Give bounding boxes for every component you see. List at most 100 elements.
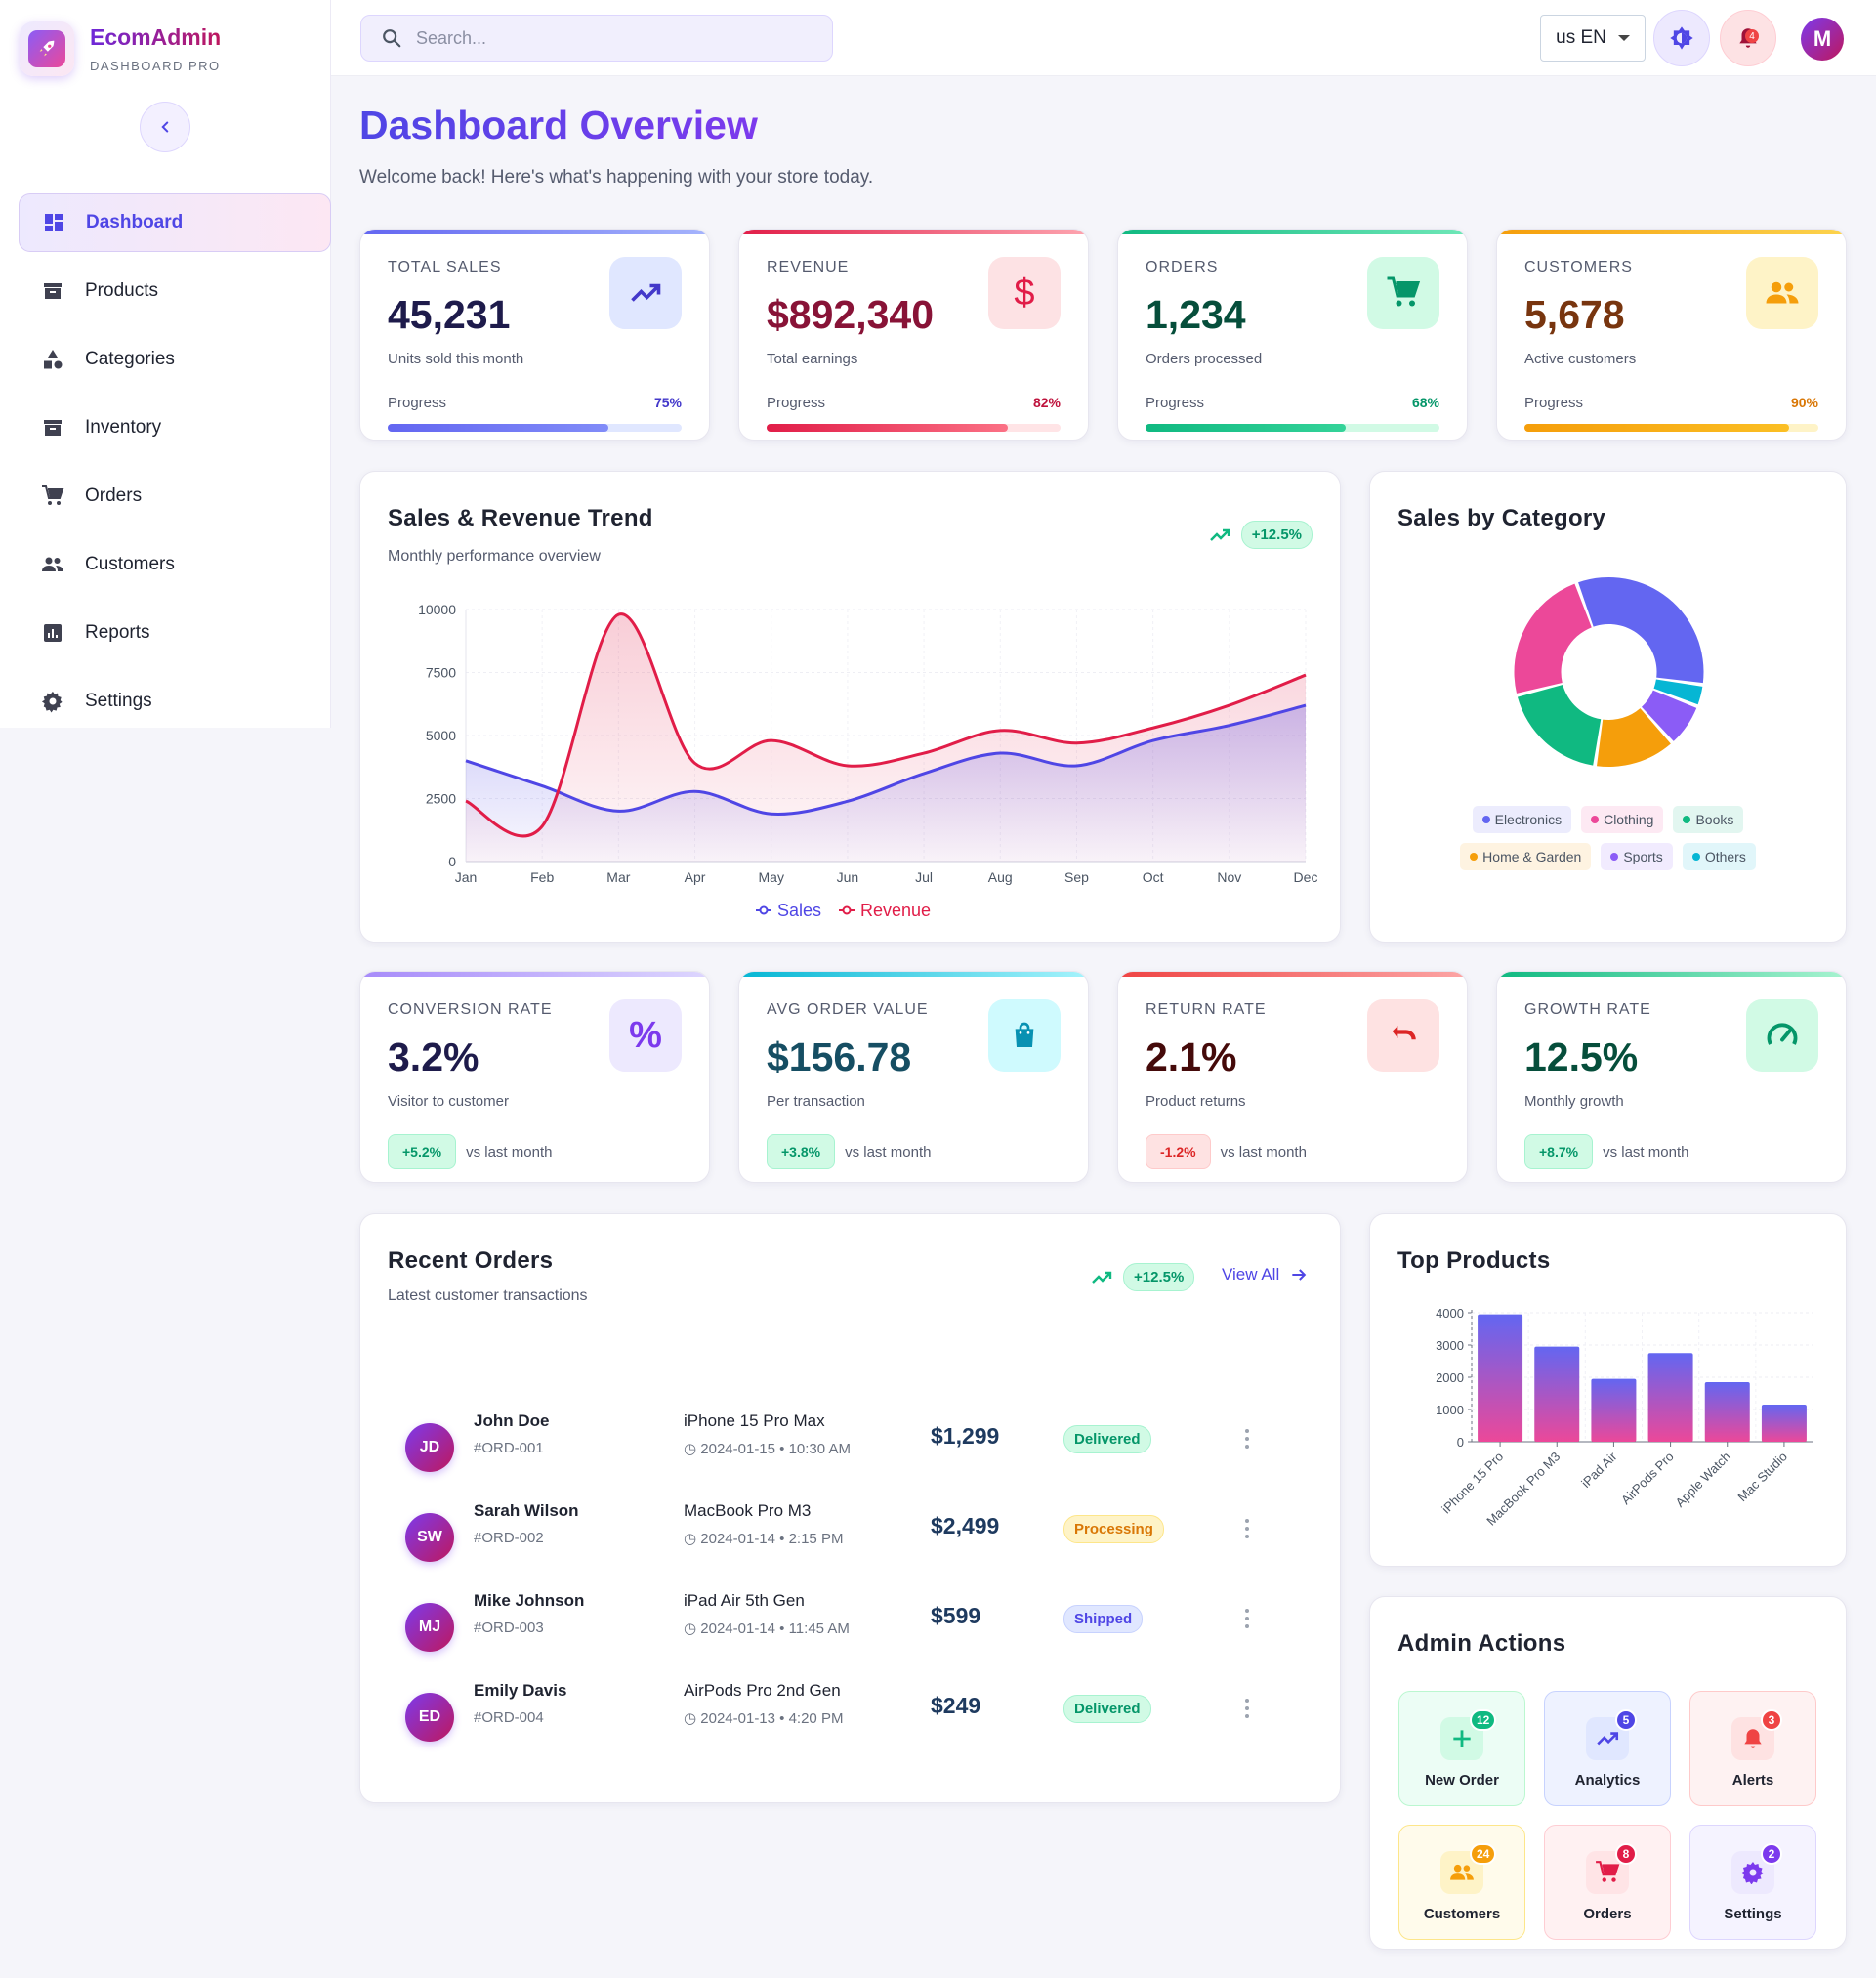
sales-revenue-trend-card: Sales & Revenue Trend Monthly performanc… bbox=[359, 471, 1341, 943]
kpi-card-return-rate[interactable]: RETURN RATE 2.1% Product returns -1.2% vs… bbox=[1117, 971, 1468, 1183]
status-badge: Shipped bbox=[1063, 1605, 1144, 1633]
legend-dot bbox=[1691, 853, 1700, 861]
stat-label: TOTAL SALES bbox=[388, 259, 502, 275]
sidebar-item-dashboard[interactable]: Dashboard bbox=[19, 193, 331, 252]
percent-icon: % bbox=[609, 999, 682, 1072]
x-tick-label: Jul bbox=[915, 869, 933, 885]
section-subtitle: Monthly performance overview bbox=[388, 548, 601, 565]
vs-label: vs last month bbox=[1603, 1143, 1689, 1160]
legend-chip-electronics[interactable]: Electronics bbox=[1472, 806, 1572, 833]
speedometer-icon bbox=[1746, 999, 1818, 1072]
sidebar-item-settings[interactable]: Settings bbox=[19, 672, 331, 731]
caret-down-icon bbox=[1617, 35, 1630, 41]
action-badge: 3 bbox=[1761, 1709, 1782, 1731]
customer-name: Sarah Wilson bbox=[474, 1501, 579, 1520]
stat-description: Total earnings bbox=[767, 351, 858, 367]
action-customers[interactable]: 24 Customers bbox=[1398, 1825, 1525, 1940]
progress-label: Progress bbox=[1146, 395, 1205, 411]
stat-value: 1,234 bbox=[1146, 292, 1246, 337]
y-tick-label: 5000 bbox=[426, 728, 456, 743]
x-tick-label: Sep bbox=[1064, 869, 1089, 885]
dollar-icon: $ bbox=[988, 257, 1061, 329]
legend-chip-clothing[interactable]: Clothing bbox=[1581, 806, 1664, 833]
sales-by-category-card: Sales by Category Electronics Clothing Boo… bbox=[1369, 471, 1847, 943]
action-new-order[interactable]: 12 New Order bbox=[1398, 1691, 1525, 1806]
sidebar-item-orders[interactable]: Orders bbox=[19, 467, 331, 526]
legend-label: Sports bbox=[1623, 849, 1663, 864]
donut-slice-clothing bbox=[1514, 583, 1592, 694]
product-name: iPhone 15 Pro Max bbox=[684, 1411, 825, 1430]
sidebar-item-inventory[interactable]: Inventory bbox=[19, 399, 331, 457]
order-date: 2024-01-14 • 11:45 AM bbox=[700, 1620, 850, 1637]
orders-badge: +12.5% bbox=[1123, 1263, 1195, 1291]
chevron-left-icon bbox=[161, 121, 169, 133]
legend-chip-books[interactable]: Books bbox=[1673, 806, 1744, 833]
legend-dot bbox=[1591, 816, 1600, 823]
bar bbox=[1761, 1405, 1807, 1442]
kpi-card-conversion-rate[interactable]: CONVERSION RATE 3.2% Visitor to customer… bbox=[359, 971, 710, 1183]
order-row[interactable]: SW Sarah Wilson #ORD-002 MacBook Pro M3 … bbox=[360, 1501, 1337, 1603]
vs-label: vs last month bbox=[1220, 1143, 1307, 1160]
progress-bar bbox=[767, 424, 1008, 432]
brand-name: EcomAdmin bbox=[90, 24, 222, 50]
kpi-card-growth-rate[interactable]: GROWTH RATE 12.5% Monthly growth +8.7% vs… bbox=[1496, 971, 1847, 1183]
stat-card-customers[interactable]: CUSTOMERS 5,678 Active customers Progres… bbox=[1496, 229, 1847, 441]
action-alerts[interactable]: 3 Alerts bbox=[1689, 1691, 1816, 1806]
legend-chip-home-garden[interactable]: Home & Garden bbox=[1460, 843, 1592, 870]
view-all-link[interactable]: View All bbox=[1222, 1265, 1309, 1284]
kpi-label: AVG ORDER VALUE bbox=[767, 1001, 929, 1018]
sidebar-item-categories[interactable]: Categories bbox=[19, 330, 331, 389]
notifications-button[interactable]: 4 bbox=[1720, 10, 1776, 66]
progress-label: Progress bbox=[767, 395, 826, 411]
order-row[interactable]: MJ Mike Johnson #ORD-003 iPad Air 5th Ge… bbox=[360, 1591, 1337, 1693]
x-tick-label: Aug bbox=[988, 869, 1013, 885]
stat-card-orders[interactable]: ORDERS 1,234 Orders processed Progress 68… bbox=[1117, 229, 1468, 441]
theme-toggle-button[interactable] bbox=[1653, 10, 1710, 66]
donut-slice-books bbox=[1517, 684, 1602, 766]
more-options-icon[interactable] bbox=[1245, 1699, 1249, 1722]
customer-avatar: ED bbox=[405, 1693, 454, 1742]
topbar: us EN 4 M bbox=[331, 0, 1876, 76]
search-input[interactable] bbox=[416, 27, 807, 49]
action-orders[interactable]: 8 Orders bbox=[1544, 1825, 1671, 1940]
stat-label: REVENUE bbox=[767, 259, 850, 275]
order-amount: $2,499 bbox=[931, 1513, 1000, 1538]
collapse-sidebar-button[interactable] bbox=[140, 102, 190, 152]
legend-chip-others[interactable]: Others bbox=[1682, 843, 1756, 870]
order-row[interactable]: JD John Doe #ORD-001 iPhone 15 Pro Max ◷… bbox=[360, 1411, 1337, 1513]
sidebar-item-label: Categories bbox=[85, 349, 175, 369]
sidebar-nav: Dashboard Products Categories Inventory … bbox=[19, 193, 331, 740]
sidebar-item-customers[interactable]: Customers bbox=[19, 535, 331, 594]
legend-label: Home & Garden bbox=[1482, 849, 1582, 864]
order-date: 2024-01-15 • 10:30 AM bbox=[700, 1441, 851, 1457]
kpi-value: 3.2% bbox=[388, 1034, 479, 1079]
language-select[interactable]: us EN bbox=[1540, 15, 1646, 62]
more-options-icon[interactable] bbox=[1245, 1519, 1249, 1542]
sidebar: EcomAdmin DASHBOARD PRO Dashboard Produc… bbox=[0, 0, 331, 728]
sidebar-item-reports[interactable]: Reports bbox=[19, 604, 331, 662]
order-row[interactable]: ED Emily Davis #ORD-004 AirPods Pro 2nd … bbox=[360, 1681, 1337, 1783]
stat-card-revenue[interactable]: REVENUE $892,340 Total earnings $ Progre… bbox=[738, 229, 1089, 441]
action-analytics[interactable]: 5 Analytics bbox=[1544, 1691, 1671, 1806]
stat-card-total-sales[interactable]: TOTAL SALES 45,231 Units sold this month… bbox=[359, 229, 710, 441]
action-badge: 24 bbox=[1470, 1843, 1497, 1865]
search-box[interactable] bbox=[360, 15, 833, 62]
more-options-icon[interactable] bbox=[1245, 1609, 1249, 1632]
trending-up-icon bbox=[1209, 528, 1230, 541]
language-label: us EN bbox=[1556, 27, 1606, 48]
legend-label: Electronics bbox=[1494, 812, 1563, 827]
sidebar-item-label: Orders bbox=[85, 485, 143, 506]
action-settings[interactable]: 2 Settings bbox=[1689, 1825, 1816, 1940]
legend-chip-sports[interactable]: Sports bbox=[1601, 843, 1673, 870]
progress-bar bbox=[388, 424, 608, 432]
inventory-icon bbox=[40, 415, 65, 441]
user-avatar[interactable]: M bbox=[1801, 18, 1844, 61]
brand[interactable]: EcomAdmin DASHBOARD PRO bbox=[20, 21, 221, 76]
kpi-card-avg-order-value[interactable]: AVG ORDER VALUE $156.78 Per transaction … bbox=[738, 971, 1089, 1183]
more-options-icon[interactable] bbox=[1245, 1429, 1249, 1452]
sidebar-item-products[interactable]: Products bbox=[19, 262, 331, 320]
trend-line-chart[interactable]: 0 2500 5000 7500 10000 Jan Feb Mar Apr May Jun Jul A… bbox=[360, 472, 1341, 943]
category-donut-chart[interactable] bbox=[1370, 569, 1847, 814]
donut-slice-electronics bbox=[1578, 577, 1704, 684]
